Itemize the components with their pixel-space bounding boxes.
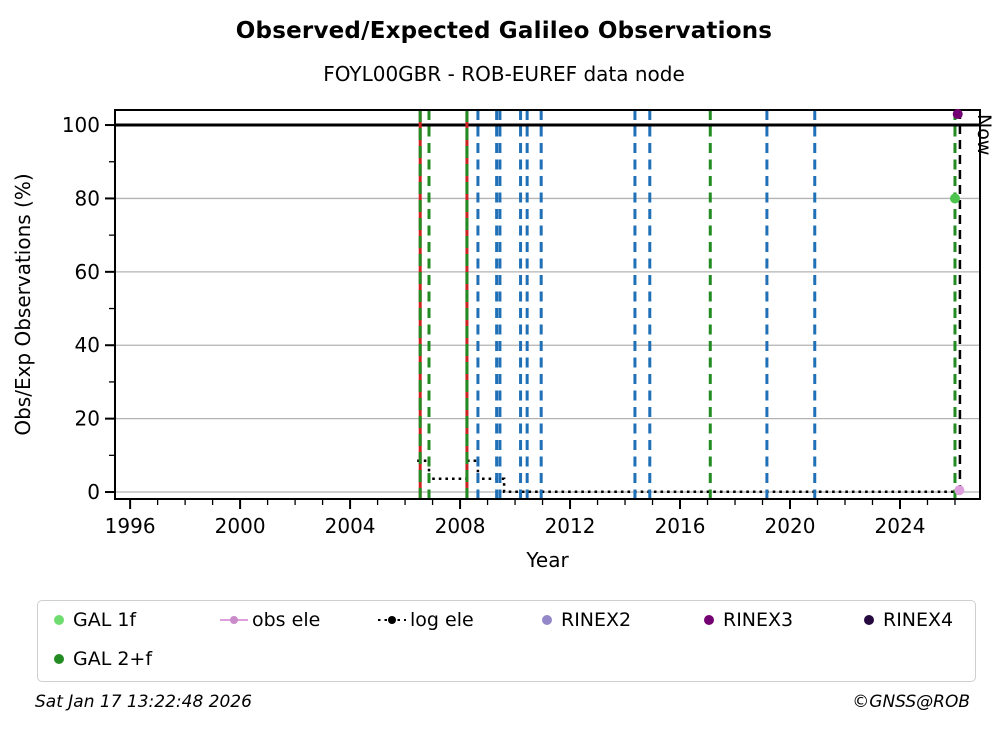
x-tick-label: 2004 xyxy=(325,514,376,538)
legend-item-gal-2f: GAL 2+f xyxy=(54,648,152,670)
legend: GAL 1f obs ele log ele RINEX2 RINEX3 RINEX4 GA… xyxy=(37,600,976,682)
y-axis-label: Obs/Exp Observations (%) xyxy=(11,173,35,435)
legend-item-rinex3: RINEX3 xyxy=(704,609,793,631)
x-tick-label: 1996 xyxy=(105,514,156,538)
y-tick-label: 20 xyxy=(75,407,100,431)
plot-frame xyxy=(114,109,981,500)
legend-item-label: RINEX3 xyxy=(723,609,794,631)
data-point-marker xyxy=(952,109,963,120)
now-label: Now xyxy=(973,114,995,155)
page-title: Observed/Expected Galileo Observations xyxy=(235,18,773,44)
gal-2f-marker-icon xyxy=(54,654,64,664)
log-ele-marker-icon xyxy=(378,615,406,625)
legend-item-gal-1f: GAL 1f xyxy=(54,609,136,631)
legend-item-label: GAL 2+f xyxy=(73,648,153,670)
y-tick-label: 60 xyxy=(75,260,100,284)
obs-ele-marker-icon xyxy=(220,615,248,625)
x-tick-label: 2024 xyxy=(875,514,926,538)
x-tick-label: 2008 xyxy=(435,514,486,538)
y-tick-label: 100 xyxy=(62,113,100,137)
legend-item-rinex2: RINEX2 xyxy=(542,609,631,631)
legend-item-obs-ele: obs ele xyxy=(220,609,320,631)
legend-item-label: obs ele xyxy=(252,609,321,631)
y-tick-label: 40 xyxy=(75,333,100,357)
y-tick-label: 0 xyxy=(87,480,100,504)
legend-item-label: RINEX2 xyxy=(561,609,632,631)
x-tick-label: 2020 xyxy=(765,514,816,538)
legend-item-label: log ele xyxy=(410,609,474,631)
log-ele-line xyxy=(417,459,955,493)
data-point-marker xyxy=(954,485,965,496)
legend-item-label: RINEX4 xyxy=(883,609,954,631)
y-tick-label: 80 xyxy=(75,186,100,210)
x-tick-label: 2016 xyxy=(655,514,706,538)
rinex3-marker-icon xyxy=(704,615,714,625)
legend-item-label: GAL 1f xyxy=(73,609,137,631)
footer-copyright: ©GNSS@ROB xyxy=(852,692,970,712)
data-point-marker xyxy=(949,193,960,204)
observations-chart: 1996 2000 2004 2008 2012 2016 2020 2024 0 20 40 60 8… xyxy=(11,109,995,572)
legend-item-log-ele: log ele xyxy=(378,609,474,631)
x-tick-label: 2012 xyxy=(545,514,596,538)
rinex4-marker-icon xyxy=(864,615,874,625)
rinex2-marker-icon xyxy=(542,615,552,625)
x-tick-label: 2000 xyxy=(215,514,266,538)
x-axis-label: Year xyxy=(525,548,569,572)
footer-timestamp: Sat Jan 17 13:22:48 2026 xyxy=(35,692,252,712)
gal-1f-marker-icon xyxy=(54,615,64,625)
page-subtitle: FOYL00GBR - ROB-EUREF data node xyxy=(323,62,685,86)
legend-item-rinex4: RINEX4 xyxy=(864,609,953,631)
